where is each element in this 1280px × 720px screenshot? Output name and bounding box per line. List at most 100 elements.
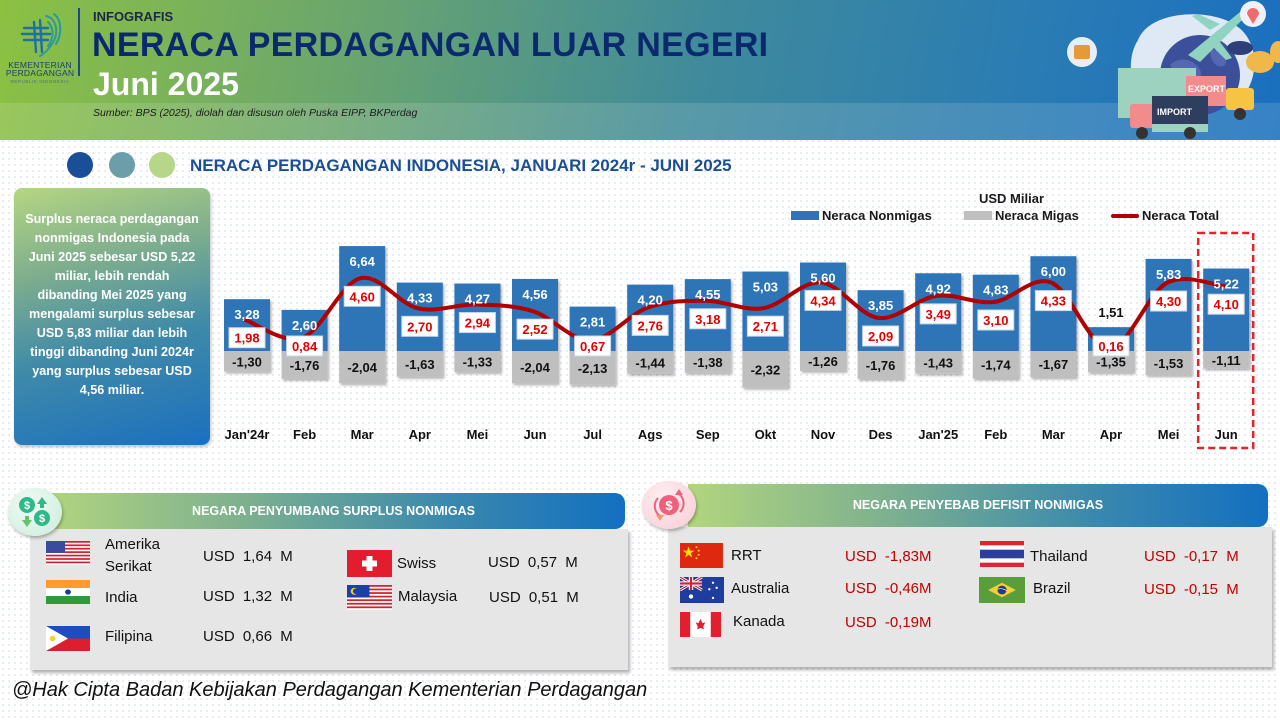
label-nonmigas: 5,83 [1156,267,1181,282]
country-name-line1: India [105,589,138,606]
bar-migas [742,351,789,388]
flag-india-icon [46,580,90,609]
x-tick-label: Mei [1158,427,1180,442]
label-migas: -1,53 [1154,356,1184,371]
label-total: 2,52 [522,322,547,337]
x-tick-label: Mei [467,427,489,442]
airplane-icon [1188,12,1246,62]
bar-migas [569,351,616,385]
surplus-value: USD 0,51 M [489,589,579,606]
x-axis-ticks: Jan'24r Feb Mar Apr Mei Jun Jul Ags Sep Okt Nov Des… [224,427,1237,442]
deficit-panel [668,527,1272,667]
x-tick-label: Apr [409,427,431,442]
country-name: Australia [731,580,790,597]
bar-migas [915,351,962,374]
label-migas: -2,32 [751,362,781,377]
x-tick-label: Nov [811,427,836,442]
bar-nonmigas [454,283,501,351]
label-total: 3,18 [695,312,720,327]
bar-migas [972,351,1019,379]
label-total-box [516,318,554,340]
label-total: 2,94 [465,316,491,331]
label-nonmigas: 5,60 [810,271,835,286]
surplus-value: USD 1,32 M [203,588,293,605]
flag-philippines-icon [46,626,90,656]
label-nonmigas: 6,64 [350,254,376,269]
data-label-layer: 3,28 -1,30 2,60 -1,76 6,64 -2,04 4,33 -1,63 4,27… [228,254,1245,377]
legend-item-nonmigas: Neraca Nonmigas [791,208,932,223]
label-total: 4,10 [1214,297,1239,312]
label-nonmigas: 4,83 [983,283,1008,298]
label-total: 0,84 [292,339,318,354]
bar-nonmigas [1030,256,1077,351]
surplus-panel [30,529,628,670]
label-total-box [862,325,900,347]
bar-migas [1030,351,1077,378]
label-migas: -1,63 [405,357,435,372]
x-tick-label: Apr [1100,427,1122,442]
summary-text: Surplus neraca perdagangan nonmigas Indo… [25,212,199,397]
money-cycle-icon: $ [642,481,696,529]
label-total-box [286,335,324,357]
label-total: 4,30 [1156,294,1181,309]
label-total: 2,70 [407,319,432,334]
label-total: 2,09 [868,329,893,344]
highlight-current-month [1196,231,1255,450]
label-migas: -1,38 [693,355,723,370]
x-tick-label: Jan'24r [224,427,269,442]
country-name: Kanada [733,613,785,630]
label-nonmigas: 2,60 [292,318,317,333]
header-source-band [0,103,1280,140]
label-total-box [689,308,727,330]
flag-thailand-icon [980,541,1024,572]
label-total-box [746,315,784,337]
flag-australia-icon [679,575,724,608]
link-badge-icon [1227,41,1253,55]
bar-migas [454,351,501,373]
x-tick-label: Feb [984,427,1007,442]
bar-nonmigas [684,279,731,351]
label-migas: -1,76 [866,358,896,373]
label-total-box [458,312,496,334]
country-name: India [105,587,138,609]
country-name: Malaysia [398,586,457,608]
x-tick-label: Jun [1215,427,1238,442]
flag-malaysia-icon [347,585,392,615]
label-migas: -1,11 [1212,353,1241,368]
country-name-line2: Serikat [105,558,152,575]
bar-migas [224,351,270,372]
label-migas: -1,74 [981,358,1011,373]
label-migas: -2,04 [347,360,377,375]
label-total: 4,60 [350,289,375,304]
legend-item-total: Neraca Total [1111,208,1219,223]
label-migas: -1,35 [1096,355,1126,370]
deficit-value: USD -0,17 M [1144,548,1239,565]
source-note: Sumber: BPS (2025), diolah dan disusun o… [93,107,418,119]
svg-text:$: $ [24,500,30,512]
bar-migas [1145,351,1192,376]
label-migas: -1,33 [463,355,493,370]
deficit-value: USD -0,46M [845,580,932,597]
label-total: 3,10 [983,313,1008,328]
bar-migas [339,351,386,384]
x-tick-label: Mar [1042,427,1065,442]
country-name-line1: Amerika [105,536,161,553]
label-nonmigas: 4,56 [522,287,547,302]
legend-label: Neraca Nonmigas [822,208,932,223]
label-total-box [1207,293,1245,315]
legend-label: Neraca Total [1142,208,1220,223]
bar-migas [512,351,558,384]
chart-title: NERACA PERDAGANGAN INDONESIA, JANUARI 20… [190,156,732,175]
label-migas: -1,43 [923,355,953,370]
label-total-box [574,335,612,357]
decor-dot-3 [149,152,175,178]
label-total-box [631,314,669,336]
page-subtitle: Juni 2025 [93,66,239,102]
label-total: 4,34 [810,293,836,308]
label-nonmigas: 3,28 [234,307,259,322]
bar-nonmigas [512,278,558,351]
bar-migas [684,351,731,373]
label-total-box [1150,290,1188,312]
deficit-panel-title: NEGARA PENYEBAB DEFISIT NONMIGAS [852,498,1104,512]
bar-nonmigas [281,309,328,351]
